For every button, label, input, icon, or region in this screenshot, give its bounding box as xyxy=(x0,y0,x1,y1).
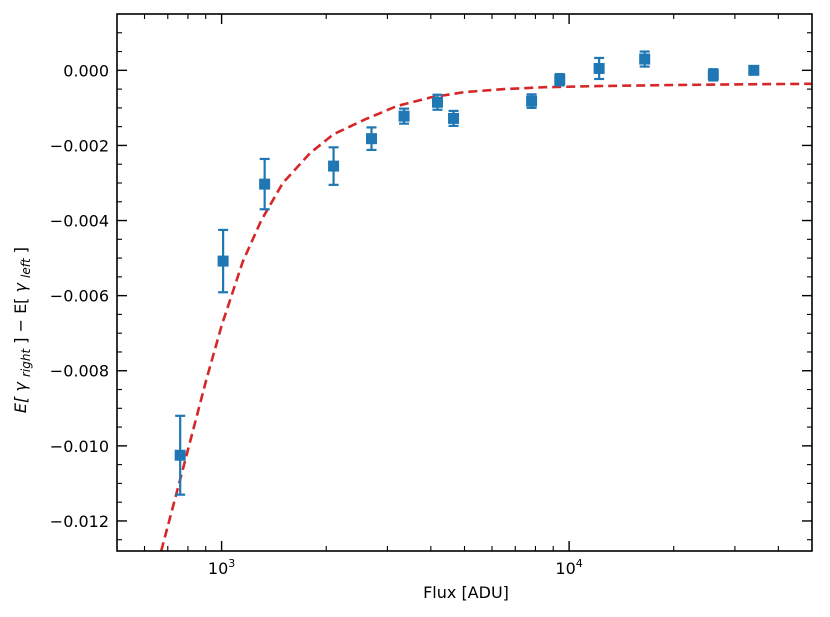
x-axis-label: Flux [ADU] xyxy=(423,583,509,602)
data-point xyxy=(593,56,605,81)
y-tick-label: −0.006 xyxy=(50,287,109,306)
y-tick-label: −0.012 xyxy=(50,512,109,531)
marker-square xyxy=(398,110,410,122)
data-point xyxy=(707,68,719,82)
marker-square xyxy=(431,96,443,108)
y-tick-label: −0.010 xyxy=(50,437,109,456)
y-label-e1: E[ xyxy=(11,396,30,413)
y-label-sub1: right xyxy=(19,348,33,377)
axes: 103 1040.000−0.002−0.004−0.006−0.008−0.01… xyxy=(50,13,813,578)
x-tick-label: 103 xyxy=(208,557,235,578)
marker-square xyxy=(217,255,229,267)
y-tick-label: 0.000 xyxy=(63,61,109,80)
y-tick-label: −0.002 xyxy=(50,136,109,155)
marker-square xyxy=(748,64,760,76)
data-point xyxy=(526,93,538,109)
x-tick-exponent: 4 xyxy=(576,557,583,570)
y-label-gamma1: γ xyxy=(11,381,30,392)
marker-square xyxy=(554,74,566,86)
y-label-gamma2: γ xyxy=(11,281,30,292)
fit-curve xyxy=(159,82,812,551)
x-tick-label: 104 xyxy=(555,557,582,578)
y-tick-label: −0.004 xyxy=(50,212,109,231)
data-point xyxy=(366,126,378,152)
data-point xyxy=(259,157,271,211)
y-axis-label: E[ γ right ] − E[ γ left ] xyxy=(11,247,34,413)
y-label-sub2: left xyxy=(19,257,33,278)
data-point xyxy=(554,72,566,87)
y-label-mid: ] − E[ xyxy=(11,298,30,344)
marker-square xyxy=(366,133,378,145)
marker-square xyxy=(593,62,605,74)
data-point xyxy=(217,228,229,294)
data-point xyxy=(748,64,760,76)
marker-square xyxy=(639,53,651,65)
data-point xyxy=(328,146,340,186)
data-point xyxy=(398,107,410,125)
marker-square xyxy=(259,178,271,190)
data-point xyxy=(431,93,443,111)
marker-square xyxy=(448,112,460,124)
x-tick-base: 10 xyxy=(555,559,575,578)
data-point xyxy=(174,414,186,496)
data-point xyxy=(639,50,651,68)
plot-frame xyxy=(116,13,813,552)
marker-square xyxy=(328,160,340,172)
x-tick-base: 10 xyxy=(208,559,228,578)
marker-square xyxy=(707,69,719,81)
data-point xyxy=(448,109,460,128)
x-tick-exponent: 3 xyxy=(228,557,235,570)
y-label-end: ] xyxy=(11,247,30,253)
y-tick-label: −0.008 xyxy=(50,362,109,381)
marker-square xyxy=(174,449,186,461)
marker-square xyxy=(526,95,538,107)
plot-area xyxy=(159,50,812,551)
